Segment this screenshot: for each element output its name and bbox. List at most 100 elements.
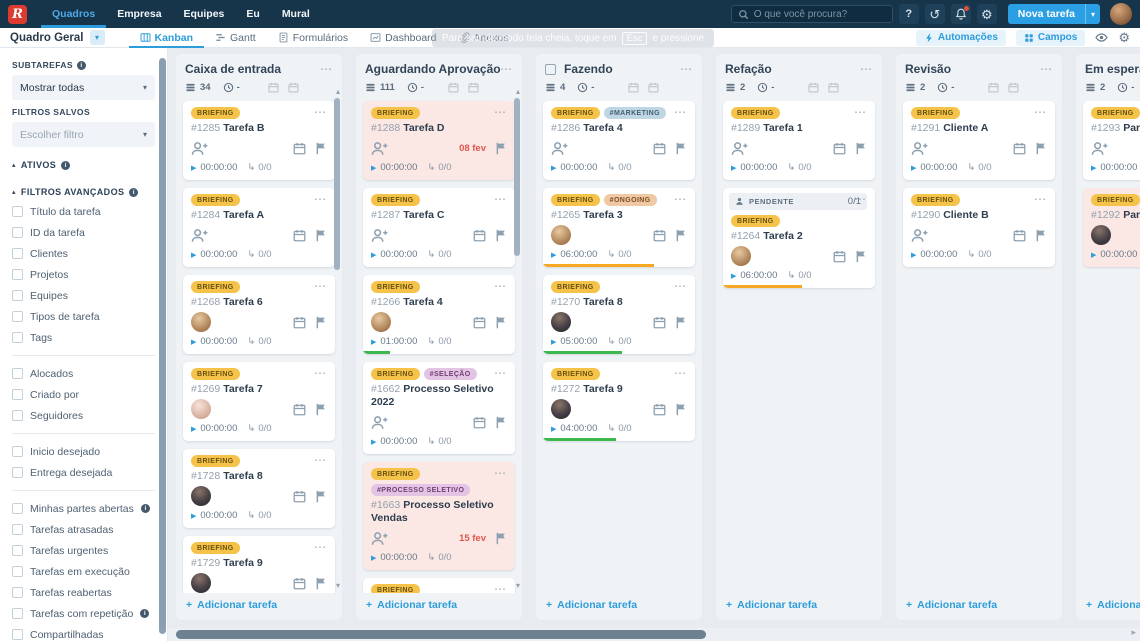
filter-item-tags[interactable]: Tags — [12, 327, 155, 348]
calendar-icon[interactable] — [293, 229, 306, 242]
assignee-avatar[interactable] — [551, 312, 571, 332]
task-card[interactable]: ⋯ BRIEFING #PROCESSO SELETIVO #1663 Processo… — [363, 462, 515, 570]
task-card[interactable]: ⋯ BRIEFING #1284 Tarefa A ▶ 00:00:00 ↳ 0/0 — [183, 188, 335, 267]
checkbox[interactable] — [12, 608, 23, 619]
horizontal-scrollbar-track[interactable]: ▸ — [168, 627, 1140, 641]
play-button[interactable]: ▶ — [191, 338, 197, 346]
task-card[interactable]: ⋯BRIEFING#1292Parceria 1▶00:00:00↳0/0 — [1083, 188, 1140, 267]
calendar-icon[interactable] — [833, 250, 846, 263]
add-task-button[interactable]: + Adicionar tarefa — [716, 593, 882, 620]
assignee-avatar[interactable] — [731, 246, 751, 266]
assignee-avatar[interactable] — [551, 225, 571, 245]
column-menu-button[interactable]: ⋯ — [1040, 62, 1053, 76]
calendar-icon[interactable] — [1013, 142, 1026, 155]
flag-icon[interactable] — [495, 316, 507, 329]
flag-icon[interactable] — [675, 142, 687, 155]
card-menu-button[interactable]: ⋯ — [674, 366, 687, 380]
flag-icon[interactable] — [1035, 142, 1047, 155]
scroll-right-icon[interactable]: ▸ — [1131, 627, 1136, 637]
assignee-avatar[interactable] — [371, 312, 391, 332]
filter-item-título-da-tarefa[interactable]: Título da tarefa — [12, 201, 155, 222]
assignee-avatar[interactable] — [551, 399, 571, 419]
flag-icon[interactable] — [495, 532, 507, 545]
checkbox[interactable] — [12, 332, 23, 343]
flag-icon[interactable] — [675, 403, 687, 416]
filter-item-tarefas-urgentes[interactable]: Tarefas urgentes — [12, 540, 155, 561]
card-menu-button[interactable]: ⋯ — [1034, 192, 1047, 206]
checkbox[interactable] — [12, 410, 23, 421]
flag-icon[interactable] — [315, 403, 327, 416]
task-card[interactable]: ⋯ BRIEFING #1289 Tarefa 1 ▶ 00:00:00 ↳ 0/0 — [723, 101, 875, 180]
assignee-avatar[interactable] — [191, 573, 211, 593]
checkbox[interactable] — [12, 524, 23, 535]
history-button[interactable]: ↺ — [924, 4, 945, 24]
task-card[interactable]: ⋯ BRIEFING #1291 Cliente A ▶ 00:00:00 ↳ 0/0 — [903, 101, 1055, 180]
automations-button[interactable]: Automações — [915, 29, 1006, 46]
add-task-button[interactable]: + Adicionar tarefa — [1076, 593, 1140, 620]
checkbox[interactable] — [12, 587, 23, 598]
play-button[interactable]: ▶ — [191, 425, 197, 433]
calendar-icon[interactable] — [653, 229, 666, 242]
nav-item-mural[interactable]: Mural — [281, 8, 310, 20]
card-menu-button[interactable]: ⋯ — [854, 105, 867, 119]
card-menu-button[interactable]: ⋯ — [314, 453, 327, 467]
card-menu-button[interactable]: ⋯ — [854, 192, 867, 206]
task-card[interactable]: ⋯ BRIEFING #1270 Tarefa 8 ▶ 05:00:00 ↳ 0/0 — [543, 275, 695, 354]
card-menu-button[interactable]: ⋯ — [314, 366, 327, 380]
scroll-down-icon[interactable]: ▾ — [335, 581, 340, 590]
column-menu-button[interactable]: ⋯ — [320, 62, 333, 76]
section-ativos[interactable]: ▴ ATIVOS i — [12, 160, 155, 170]
play-button[interactable]: ▶ — [371, 438, 377, 446]
calendar-icon[interactable] — [293, 577, 306, 590]
assign-button[interactable] — [371, 228, 388, 243]
nav-item-equipes[interactable]: Equipes — [183, 8, 225, 20]
task-card[interactable]: ⋯ BRIEFING #1287 Tarefa C ▶ 00:00:00 ↳ 0/0 — [363, 188, 515, 267]
task-card[interactable]: ⋯BRIEFING#2907Tarefa D▶00:00:00↳0/0 — [363, 578, 515, 593]
calendar-icon[interactable] — [833, 142, 846, 155]
play-button[interactable]: ▶ — [191, 251, 197, 259]
runrunit-logo[interactable]: R — [8, 4, 27, 24]
add-task-button[interactable]: + Adicionar tarefa — [896, 593, 1062, 620]
assign-button[interactable] — [371, 415, 388, 430]
play-button[interactable]: ▶ — [371, 164, 377, 172]
assign-button[interactable] — [731, 141, 748, 156]
task-card[interactable]: ⋯ BRIEFING #MARKETING #1286 Tarefa 4 ▶ 00:00:0… — [543, 101, 695, 180]
calendar-icon[interactable] — [653, 142, 666, 155]
flag-icon[interactable] — [315, 229, 327, 242]
filter-item-minhas-partes-abertas[interactable]: Minhas partes abertas i — [12, 498, 155, 519]
card-menu-button[interactable]: ⋯ — [674, 105, 687, 119]
play-button[interactable]: ▶ — [731, 272, 737, 280]
column-scrollbar-thumb[interactable] — [334, 98, 340, 270]
assign-button[interactable] — [1091, 141, 1108, 156]
checkbox[interactable] — [12, 311, 23, 322]
card-menu-button[interactable]: ⋯ — [494, 105, 507, 119]
calendar-icon[interactable] — [473, 416, 486, 429]
checkbox[interactable] — [12, 545, 23, 556]
fields-button[interactable]: Campos — [1015, 29, 1086, 46]
calendar-icon[interactable] — [473, 229, 486, 242]
task-card[interactable]: ⋯ BRIEFING #1268 Tarefa 6 ▶ 00:00:00 ↳ 0/0 — [183, 275, 335, 354]
task-card[interactable]: ⋯ BRIEFING #1272 Tarefa 9 ▶ 04:00:00 ↳ 0/0 — [543, 362, 695, 441]
sidebar-scrollbar[interactable] — [159, 58, 166, 634]
checkbox[interactable] — [12, 629, 23, 640]
task-card[interactable]: ⋯ BRIEFING #1288 Tarefa D 08 fev ▶ 00:00:00 ↳ 0/… — [363, 101, 515, 180]
calendar-icon[interactable] — [293, 403, 306, 416]
tab-formulários[interactable]: Formulários — [267, 28, 359, 48]
checkbox[interactable] — [12, 446, 23, 457]
add-task-button[interactable]: + Adicionar tarefa — [536, 593, 702, 620]
filter-item-tarefas-atrasadas[interactable]: Tarefas atrasadas — [12, 519, 155, 540]
filter-item-clientes[interactable]: Clientes — [12, 243, 155, 264]
assign-button[interactable] — [551, 141, 568, 156]
filter-item-tarefas-com-repetição[interactable]: Tarefas com repetição i — [12, 603, 155, 624]
tab-dashboard[interactable]: Dashboard — [359, 28, 447, 48]
card-menu-button[interactable]: ⋯ — [314, 105, 327, 119]
filter-item-alocados[interactable]: Alocados — [12, 363, 155, 384]
column-menu-button[interactable]: ⋯ — [860, 62, 873, 76]
assign-button[interactable] — [371, 531, 388, 546]
assign-button[interactable] — [191, 141, 208, 156]
checkbox[interactable] — [12, 503, 23, 514]
column-scrollbar-thumb[interactable] — [514, 98, 520, 256]
filter-item-equipes[interactable]: Equipes — [12, 285, 155, 306]
notifications-button[interactable] — [950, 4, 971, 24]
flag-icon[interactable] — [315, 316, 327, 329]
